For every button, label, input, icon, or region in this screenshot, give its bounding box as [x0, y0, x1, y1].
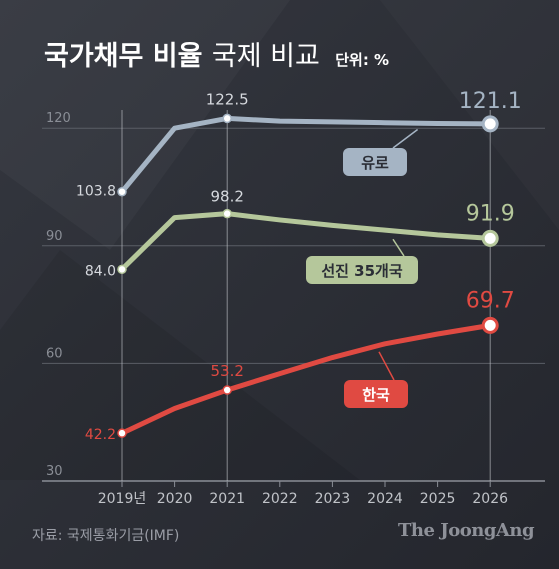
brand-logo: The JoongAng	[398, 520, 535, 541]
background-shape	[0, 250, 360, 480]
data-point-marker	[117, 186, 127, 197]
legend-leader-line	[392, 238, 405, 257]
x-tick-label: 2022	[262, 491, 298, 507]
x-tick-label: 2024	[367, 491, 403, 507]
y-tick-label: 60	[46, 346, 63, 361]
x-tick-label: 2023	[315, 491, 351, 507]
legend-tag	[344, 380, 408, 408]
x-tick-label: 2021	[209, 491, 245, 507]
source-note: 자료: 국제통화기금(IMF)	[32, 528, 180, 544]
legend-tag-label: 유로	[361, 154, 389, 172]
y-tick-label: 90	[46, 229, 63, 244]
legend-leader-line	[378, 351, 395, 381]
legend-tag	[343, 148, 407, 176]
data-point-marker	[222, 385, 232, 395]
data-point-marker	[117, 428, 127, 438]
x-tick-label: 2020	[157, 491, 193, 507]
data-label: 103.8	[76, 184, 116, 200]
data-label: 98.2	[210, 188, 243, 206]
data-label: 42.2	[85, 427, 116, 443]
data-point-marker	[481, 316, 499, 334]
data-label: 121.1	[459, 89, 522, 114]
x-tick-label: 2026	[472, 491, 508, 507]
legend-tag-label: 한국	[362, 386, 390, 404]
data-point-marker	[222, 208, 232, 219]
data-point-marker	[481, 229, 499, 247]
y-tick-label: 120	[46, 111, 71, 126]
unit-label: 단위: %	[335, 51, 390, 69]
title-main: 국가채무 비율	[44, 41, 203, 72]
legend-tag	[306, 256, 418, 284]
y-tick-label: 30	[46, 464, 63, 479]
data-label: 69.7	[466, 288, 515, 313]
data-label: 91.9	[466, 201, 515, 226]
data-label: 84.0	[85, 263, 116, 279]
data-point-marker	[117, 264, 127, 275]
series-line-advanced-economies	[119, 211, 493, 272]
x-tick-label: 2025	[420, 491, 456, 507]
series-line-euro	[119, 115, 493, 195]
data-label: 53.2	[210, 362, 243, 380]
data-point-marker	[481, 115, 499, 133]
series-line-korea	[119, 322, 493, 436]
data-point-marker	[222, 113, 232, 124]
title-sub: 국제 비교	[211, 41, 320, 72]
chart-title: 국가채무 비율 국제 비교 단위: %	[44, 34, 389, 73]
legend-leader-line	[392, 128, 419, 149]
legend-tag-label: 선진 35개국	[321, 262, 402, 280]
x-tick-label: 2019년	[98, 491, 147, 507]
data-label: 122.5	[206, 90, 249, 108]
